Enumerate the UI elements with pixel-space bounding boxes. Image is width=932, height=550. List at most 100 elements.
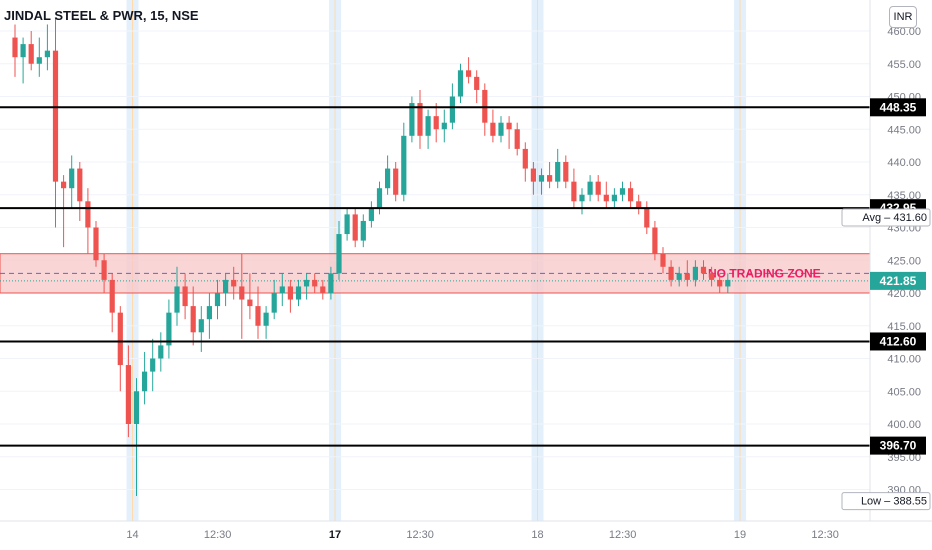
candle-body[interactable] [36,57,42,64]
candle-body[interactable] [571,181,577,202]
candle-body[interactable] [336,234,342,274]
candle-body[interactable] [547,175,553,182]
candle-body[interactable] [198,319,204,333]
candle-body[interactable] [85,201,91,228]
candle-body[interactable] [328,273,334,293]
candle-body[interactable] [717,279,723,287]
candle-body[interactable] [255,306,261,326]
price-label[interactable]: 396.70 [870,436,926,455]
candle-body[interactable] [449,96,455,123]
candle-body[interactable] [725,279,731,287]
candle-body[interactable] [409,103,415,136]
stat-label-low[interactable]: Low – 388.55 [841,492,931,511]
price-label[interactable]: 412.60 [870,332,926,351]
candle-body[interactable] [287,286,293,300]
candle-body[interactable] [530,168,536,182]
horizontal-levels[interactable] [0,106,870,447]
price-axis[interactable]: 460.00455.00450.00445.00440.00435.00430.… [841,0,931,521]
candle-body[interactable] [457,70,464,97]
candle-body[interactable] [393,168,399,195]
candle-body[interactable] [376,188,383,208]
candle-body[interactable] [522,148,528,169]
candle-body[interactable] [385,168,391,189]
candle-body[interactable] [433,116,439,130]
candle-body[interactable] [44,50,50,58]
candle-body[interactable] [368,207,374,221]
no-trading-zone[interactable]: NO TRADING ZONE [0,253,871,294]
candle-body[interactable] [231,279,237,287]
candle-body[interactable] [401,135,407,195]
candle-body[interactable] [239,286,245,300]
candle-body[interactable] [603,194,609,202]
candle-body[interactable] [587,181,593,195]
candle-body[interactable] [684,273,690,280]
candle-body[interactable] [490,122,496,136]
candle-body[interactable] [12,37,18,58]
candle-body[interactable] [247,299,253,307]
candle-body[interactable] [506,122,512,130]
candle-body[interactable] [417,103,423,136]
price-label[interactable]: 448.35 [870,98,926,117]
candle-body[interactable] [636,201,642,208]
candle-body[interactable] [579,194,585,202]
candle-body[interactable] [69,168,75,189]
candle-body[interactable] [109,279,115,313]
candle-body[interactable] [700,266,707,274]
candle-body[interactable] [628,188,634,202]
candle-body[interactable] [514,129,520,149]
currency-button[interactable]: INR [889,6,917,28]
candle-body[interactable] [652,227,658,254]
candle-body[interactable] [441,122,447,130]
candle-body[interactable] [279,286,285,293]
candle-body[interactable] [498,122,504,136]
candle-body[interactable] [611,194,617,202]
candle-body[interactable] [619,188,626,195]
candle-body[interactable] [271,293,277,313]
price-label[interactable]: 421.85 [870,271,926,290]
candle-body[interactable] [158,345,164,359]
candle-body[interactable] [52,50,59,182]
candle-body[interactable] [125,365,131,424]
candle-body[interactable] [360,220,366,241]
candle-body[interactable] [425,116,431,136]
candle-body[interactable] [312,279,318,287]
candle-body[interactable] [555,162,561,182]
candlestick-series[interactable] [12,17,731,497]
stat-label-avg[interactable]: Avg – 431.60 [841,208,931,227]
candle-body[interactable] [93,227,99,261]
candle-body[interactable] [304,279,310,287]
candle-body[interactable] [660,253,666,267]
candle-body[interactable] [142,371,148,392]
candle-body[interactable] [595,181,601,195]
candle-body[interactable] [174,286,180,313]
candle-body[interactable] [563,162,569,182]
candle-body[interactable] [320,286,326,293]
candle-body[interactable] [214,293,221,307]
candle-body[interactable] [190,306,196,333]
candle-body[interactable] [117,312,123,366]
candle-body[interactable] [263,312,269,326]
candle-body[interactable] [77,168,83,202]
candle-body[interactable] [474,76,480,90]
candle-body[interactable] [28,44,34,64]
candle-body[interactable] [101,260,107,280]
candle-body[interactable] [466,70,472,77]
candle-body[interactable] [676,273,682,280]
candle-body[interactable] [223,279,229,293]
candle-body[interactable] [644,207,650,228]
candle-body[interactable] [295,286,302,300]
candle-body[interactable] [344,214,350,235]
candle-body[interactable] [352,214,358,241]
candle-body[interactable] [150,358,156,372]
candle-body[interactable] [133,391,140,424]
candle-body[interactable] [61,181,67,189]
candle-body[interactable] [692,266,698,280]
candle-body[interactable] [182,286,188,307]
candle-body[interactable] [538,175,545,182]
candle-body[interactable] [709,273,715,280]
candle-body[interactable] [668,266,674,280]
candle-body[interactable] [206,306,212,320]
candle-body[interactable] [166,312,172,346]
